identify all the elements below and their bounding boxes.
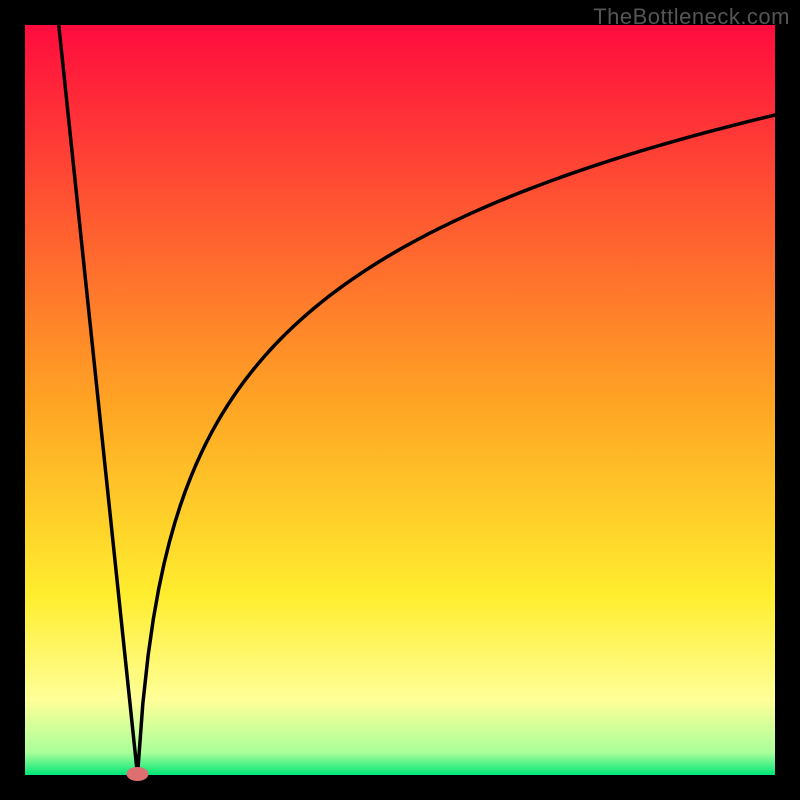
minimum-marker <box>127 767 149 781</box>
chart-frame: TheBottleneck.com <box>0 0 800 800</box>
plot-background <box>25 25 775 775</box>
bottleneck-chart <box>0 0 800 800</box>
watermark-text: TheBottleneck.com <box>593 4 790 30</box>
